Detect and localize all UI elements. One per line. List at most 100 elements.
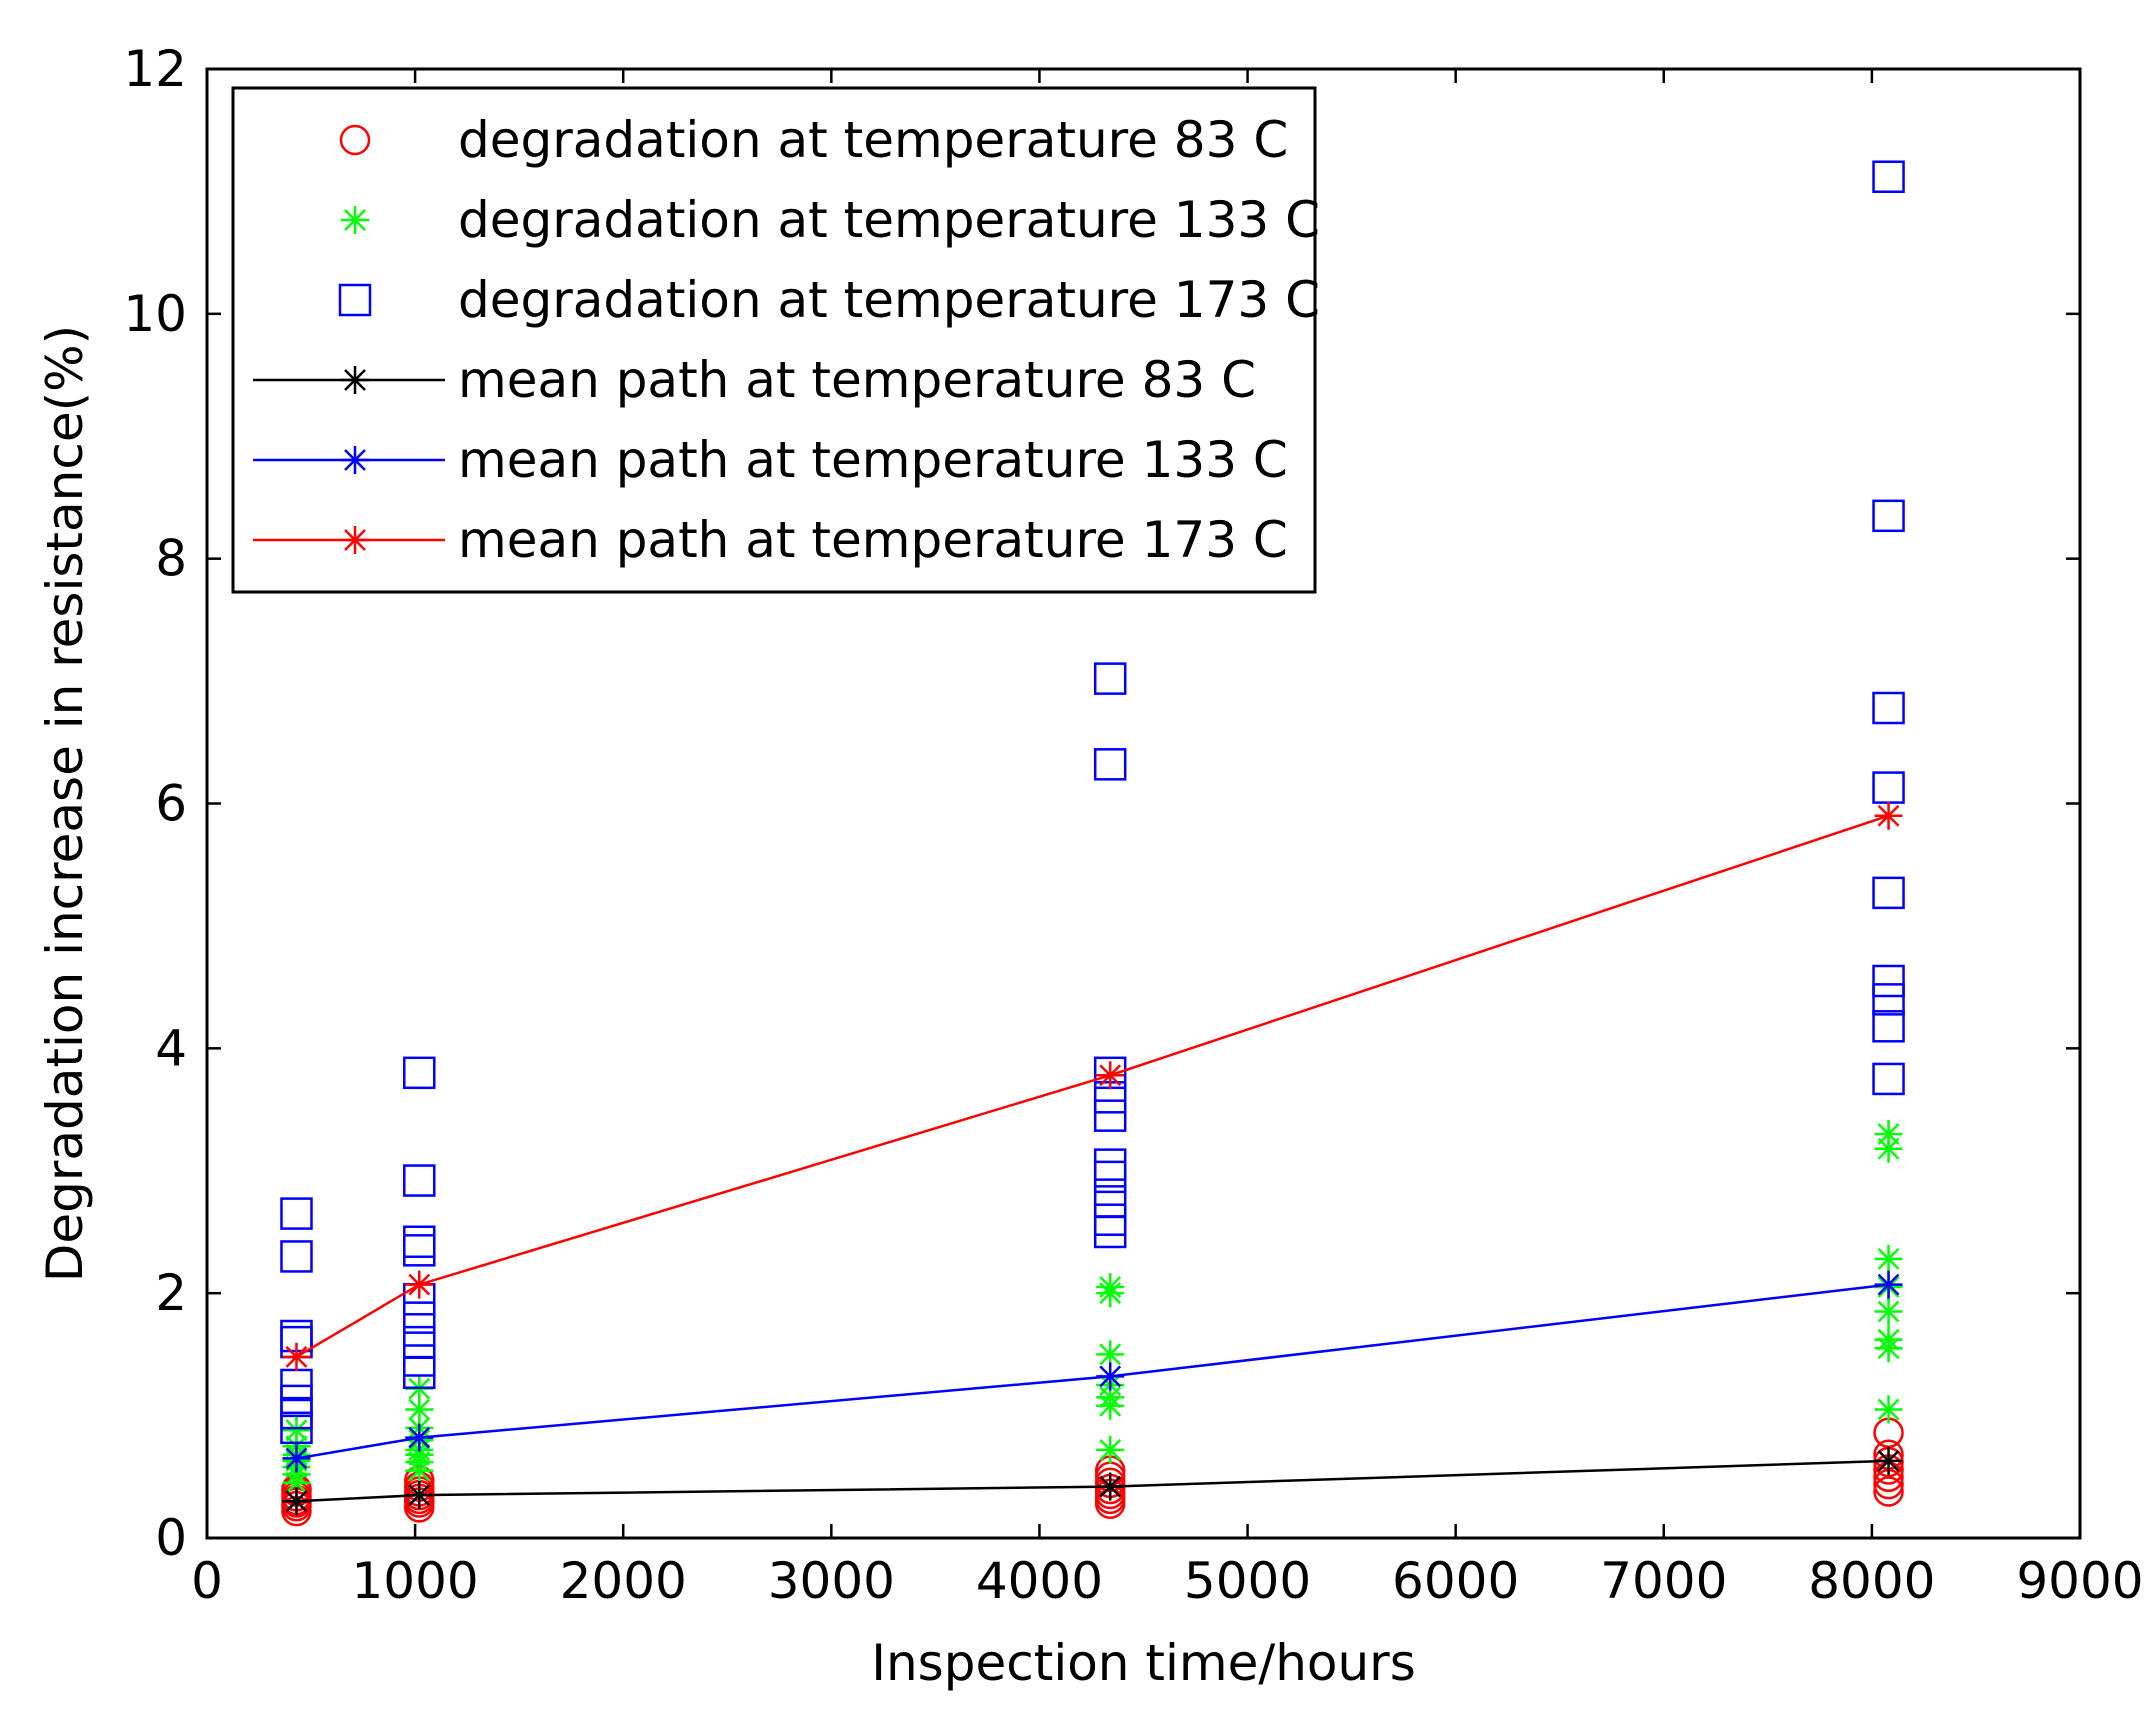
mean-path-point [405, 1481, 434, 1510]
mean-path-line [296, 1459, 1889, 1503]
y-tick-label: 12 [123, 40, 187, 98]
mean-path-point [1874, 1446, 1903, 1475]
data-point [1093, 1185, 1127, 1218]
series-asterisk-markers [282, 1120, 1903, 1497]
data-point [403, 1225, 436, 1259]
mean-path-series [282, 1446, 1903, 1516]
legend-label: degradation at temperature 133 C [458, 191, 1320, 249]
axis-ticks [205, 67, 2082, 1540]
legend-label: mean path at temperature 173 C [458, 511, 1288, 569]
y-axis-label: Degradation increase in resistance(%) [36, 325, 94, 1282]
legend-marker [341, 206, 369, 234]
mean-path-point [1096, 1061, 1125, 1090]
x-tick-label: 7000 [1600, 1552, 1727, 1610]
asterisk-stroke [344, 209, 366, 231]
mean-path-point [1096, 1472, 1125, 1501]
asterisk-stroke [285, 1345, 308, 1368]
asterisk-stroke [344, 449, 366, 471]
x-tick-label: 4000 [976, 1552, 1103, 1610]
data-point [1093, 1203, 1127, 1236]
mean-path-point [1874, 1270, 1903, 1299]
series-square-markers [280, 160, 1905, 1445]
data-point [1872, 1062, 1905, 1096]
mean-path-point [282, 1487, 311, 1516]
legend-item: degradation at temperature 173 C [338, 271, 1320, 329]
data-point [1874, 1244, 1903, 1273]
asterisk-stroke [285, 1419, 308, 1442]
data-point [1096, 1273, 1125, 1302]
data-point [280, 1197, 313, 1230]
data-point [403, 1164, 436, 1197]
mean-path-series [282, 1270, 1903, 1473]
tick-labels: 0 1000 2000 3000 4000 5000 6000 7000 8000 9000 0 2 4… [123, 40, 2143, 1610]
asterisk-stroke [1099, 1438, 1122, 1461]
asterisk-stroke [344, 369, 366, 391]
x-axis-label: Inspection time/hours [871, 1634, 1416, 1692]
legend-marker [339, 124, 371, 156]
legend: degradation at temperature 83 C degradati… [231, 86, 1320, 594]
data-point [1874, 1120, 1903, 1149]
x-tick-label: 0 [191, 1552, 223, 1610]
asterisk-stroke [1877, 1300, 1900, 1323]
y-tick-label: 8 [155, 530, 187, 588]
legend-marker [338, 283, 372, 317]
data-point [1873, 1476, 1904, 1507]
y-tick-label: 6 [155, 775, 187, 833]
asterisk-stroke [1099, 1475, 1122, 1498]
data-point [1872, 691, 1905, 725]
x-tick-label: 9000 [2016, 1552, 2143, 1610]
data-point [1872, 160, 1905, 193]
data-point [1872, 876, 1905, 910]
asterisk-stroke [408, 1273, 431, 1296]
x-tick-label: 5000 [1184, 1552, 1311, 1610]
data-point [403, 1325, 436, 1359]
data-point [403, 1344, 436, 1377]
x-tick-label: 2000 [560, 1552, 687, 1610]
mean-path-point [405, 1270, 434, 1299]
y-tick-label: 0 [155, 1509, 187, 1567]
legend-box [231, 86, 1317, 594]
legend-marker [341, 526, 369, 554]
asterisk-stroke [1099, 1276, 1122, 1298]
data-point [1872, 499, 1905, 533]
mean-path-series [282, 801, 1903, 1371]
asterisk-stroke [285, 1447, 308, 1470]
asterisk-stroke [1877, 1273, 1900, 1296]
legend-label: degradation at temperature 83 C [458, 111, 1288, 169]
asterisk-stroke [408, 1426, 431, 1449]
asterisk-stroke [408, 1484, 431, 1507]
asterisk-stroke [1877, 1248, 1900, 1270]
asterisk-stroke [1877, 1449, 1900, 1472]
y-tick-label: 2 [155, 1264, 187, 1322]
x-tick-label: 6000 [1392, 1552, 1519, 1610]
x-tick-label: 1000 [351, 1552, 478, 1610]
legend-label: mean path at temperature 83 C [458, 351, 1256, 409]
asterisk-stroke [344, 529, 366, 551]
asterisk-stroke [1877, 1398, 1900, 1421]
asterisk-stroke [285, 1490, 308, 1513]
data-point [282, 1416, 311, 1445]
data-point [1874, 1297, 1903, 1326]
data-point [1093, 748, 1127, 781]
legend-item: degradation at temperature 83 C [339, 111, 1288, 169]
mean-path-point [282, 1342, 311, 1371]
legend-item: degradation at temperature 133 C [341, 191, 1320, 249]
mean-path-point [405, 1423, 434, 1452]
data-point [1093, 1148, 1127, 1181]
asterisk-stroke [1099, 1064, 1122, 1087]
legend-item: mean path at temperature 83 C [253, 351, 1256, 409]
y-tick-label: 10 [123, 285, 187, 343]
asterisk-stroke [1877, 804, 1900, 827]
data-point [1872, 964, 1905, 998]
mean-path-point [1096, 1362, 1125, 1391]
data-point [1874, 1395, 1903, 1424]
mean-path-line [295, 814, 1889, 1358]
legend-marker [341, 366, 369, 394]
asterisk-stroke [1877, 1328, 1900, 1351]
data-point [403, 1056, 436, 1090]
data-point [1872, 1010, 1905, 1043]
asterisk-stroke [408, 1398, 431, 1421]
legend-item: mean path at temperature 133 C [253, 431, 1288, 489]
x-tick-label: 3000 [768, 1552, 895, 1610]
